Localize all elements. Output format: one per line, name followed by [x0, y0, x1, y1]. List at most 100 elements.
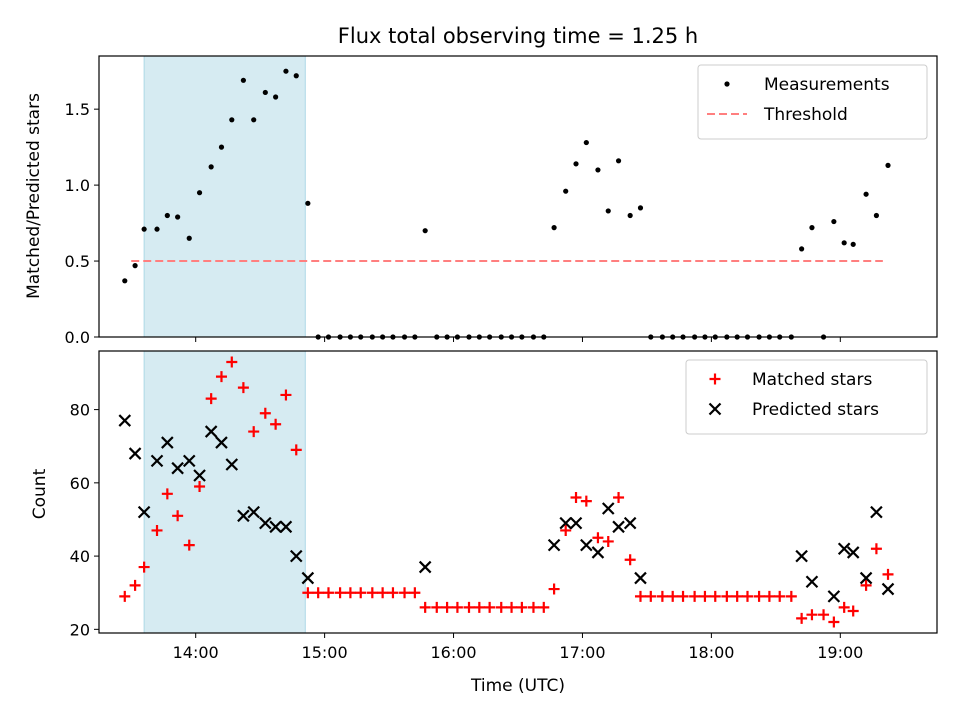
data-point: [624, 554, 636, 566]
data-point: [547, 538, 561, 552]
data-point: [623, 516, 637, 530]
data-point: [560, 524, 572, 536]
data-point: [305, 200, 311, 206]
data-point: [355, 587, 367, 599]
data-point: [193, 469, 206, 482]
data-point: [259, 516, 272, 530]
x-tick-label: 16:00: [430, 643, 476, 662]
series-predicted-stars: [118, 414, 895, 603]
data-point: [627, 212, 633, 219]
data-point: [322, 587, 334, 599]
data-point: [290, 444, 302, 456]
legend-label: Threshold: [763, 105, 848, 125]
data-point: [218, 144, 225, 150]
y-tick-label: 80: [70, 401, 90, 420]
data-point: [595, 167, 601, 173]
data-point: [451, 601, 463, 613]
data-point: [128, 447, 142, 460]
data-point: [138, 561, 150, 573]
data-point: [312, 587, 324, 599]
data-point: [225, 458, 239, 471]
data-point: [885, 162, 891, 168]
data-point: [753, 590, 765, 602]
data-point: [441, 601, 453, 613]
data-point: [387, 587, 399, 599]
data-point: [118, 414, 132, 427]
data-point: [129, 579, 141, 591]
data-point: [785, 590, 797, 602]
data-point: [656, 590, 668, 602]
data-point: [527, 601, 539, 613]
x-axis-label: Time (UTC): [470, 676, 565, 696]
data-point: [882, 568, 894, 580]
top-panel: 0.0 0.5 1.0 1.5 Measurements Threshold: [65, 55, 938, 347]
data-point: [366, 587, 378, 599]
data-point: [194, 481, 206, 493]
data-point: [431, 601, 443, 613]
data-point: [612, 520, 625, 534]
data-point: [583, 139, 589, 146]
data-point: [240, 77, 246, 83]
data-point: [279, 520, 293, 534]
data-point: [215, 371, 227, 383]
x-tick-label: 18:00: [688, 643, 734, 662]
data-point: [615, 158, 622, 164]
data-point: [873, 212, 880, 219]
y-tick-label: 1.0: [65, 176, 90, 195]
data-point: [283, 68, 289, 74]
data-point: [237, 382, 249, 394]
data-point: [677, 590, 689, 602]
y-tick-label: 0.0: [65, 328, 90, 347]
y-tick-label: 40: [70, 547, 90, 566]
data-point: [161, 436, 174, 449]
data-point: [667, 590, 679, 602]
data-point: [860, 579, 872, 591]
data-point: [164, 212, 170, 219]
chart-title: Flux total observing time = 1.25 h: [338, 24, 698, 48]
data-point: [592, 532, 604, 544]
data-point: [289, 549, 303, 563]
data-point: [208, 164, 214, 170]
axes-frame: [98, 350, 938, 634]
y-tick-label: 20: [70, 620, 90, 639]
data-point: [645, 590, 657, 602]
data-point: [302, 587, 314, 599]
data-point: [154, 226, 160, 232]
data-point: [248, 426, 260, 438]
x-tick-label: 17:00: [559, 643, 605, 662]
data-point: [881, 582, 895, 596]
data-point: [251, 117, 257, 123]
data-point: [870, 543, 882, 555]
data-point: [161, 488, 173, 500]
data-point: [613, 491, 625, 503]
legend: Measurements Threshold: [697, 64, 928, 140]
legend-box: [697, 64, 928, 140]
data-point: [186, 235, 192, 241]
data-point: [226, 356, 238, 368]
data-point: [838, 601, 850, 613]
data-point: [699, 590, 711, 602]
data-point: [269, 520, 282, 534]
data-point: [841, 240, 847, 246]
legend-swatch: [708, 402, 722, 416]
data-point: [859, 571, 873, 585]
data-point: [301, 571, 315, 585]
data-point: [495, 601, 507, 613]
data-point: [259, 407, 271, 419]
top-y-axis-label: Matched/Predicted stars: [24, 93, 44, 299]
data-point: [418, 560, 432, 574]
data-point: [175, 214, 181, 220]
data-point: [205, 393, 217, 405]
data-point: [809, 225, 815, 231]
data-point: [344, 587, 356, 599]
data-point: [548, 583, 560, 595]
data-point: [551, 225, 557, 231]
data-point: [132, 263, 138, 269]
axes-frame: [98, 55, 938, 338]
data-point: [119, 590, 131, 602]
x-tick-label: 19:00: [817, 643, 863, 662]
data-point: [196, 190, 203, 196]
data-point: [183, 539, 195, 551]
data-point: [141, 226, 147, 232]
